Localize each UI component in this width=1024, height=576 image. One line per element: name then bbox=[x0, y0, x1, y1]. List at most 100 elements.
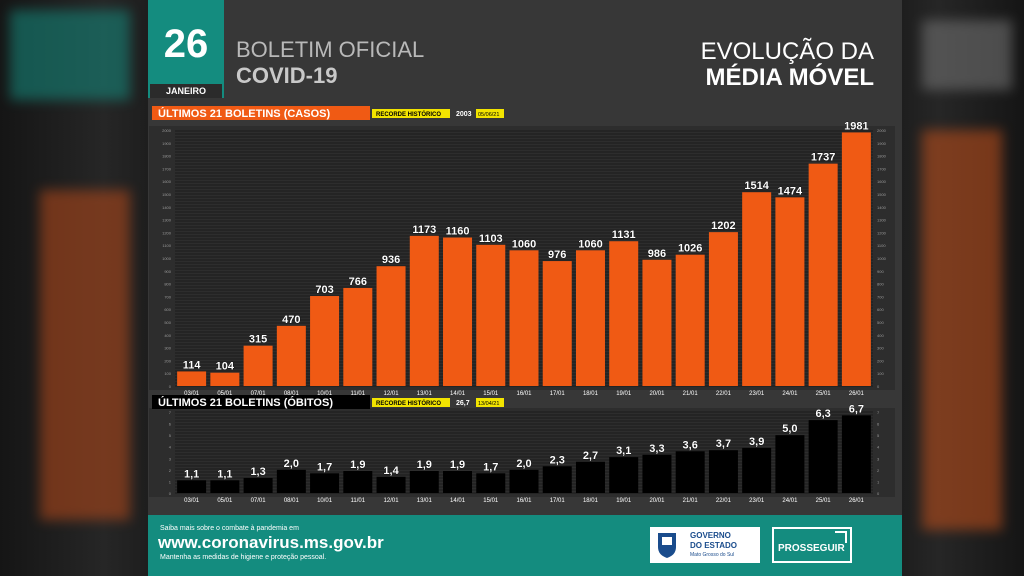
cases-y-tick-left: 1100 bbox=[162, 243, 171, 248]
deaths-data-label: 3,3 bbox=[649, 443, 664, 455]
deaths-data-label: 1,7 bbox=[483, 461, 498, 473]
deaths-data-label: 2,7 bbox=[583, 450, 598, 462]
cases-y-tick-left: 1800 bbox=[162, 154, 172, 159]
cases-y-tick-right: 1900 bbox=[877, 141, 887, 146]
deaths-title-box bbox=[152, 395, 370, 409]
deaths-y-tick-right: 1 bbox=[877, 479, 880, 484]
deaths-x-tick: 13/01 bbox=[417, 498, 433, 504]
deaths-x-tick: 11/01 bbox=[351, 498, 366, 504]
cases-bar bbox=[376, 266, 406, 386]
cases-bar bbox=[476, 244, 506, 386]
deaths-y-tick-left: 5 bbox=[169, 433, 172, 438]
bulletin-subtitle: COVID-19 bbox=[236, 63, 338, 88]
gov-line3: Mato Grosso do Sul bbox=[690, 552, 735, 558]
deaths-y-tick-left: 7 bbox=[169, 410, 172, 415]
cases-data-label: 1474 bbox=[778, 185, 803, 197]
prosseguir-label: PROSSEGUIR bbox=[778, 543, 845, 554]
cases-x-tick: 18/01 bbox=[583, 391, 599, 397]
cases-y-tick-right: 1300 bbox=[877, 218, 887, 223]
deaths-x-tick: 15/01 bbox=[483, 498, 499, 504]
cases-bar bbox=[575, 250, 605, 386]
deaths-y-tick-left: 6 bbox=[169, 422, 172, 427]
cases-data-label: 936 bbox=[382, 254, 400, 266]
deaths-bar bbox=[708, 450, 738, 493]
cases-x-tick: 25/01 bbox=[816, 391, 832, 397]
deaths-bar bbox=[542, 466, 572, 493]
deaths-data-label: 1,9 bbox=[450, 459, 465, 471]
deaths-data-label: 6,3 bbox=[815, 408, 830, 420]
cases-data-label: 470 bbox=[282, 314, 300, 326]
cases-y-tick-left: 1300 bbox=[162, 218, 172, 223]
deaths-x-tick: 21/01 bbox=[683, 498, 699, 504]
deaths-x-tick: 17/01 bbox=[550, 498, 566, 504]
cases-y-tick-right: 100 bbox=[877, 371, 884, 376]
deaths-bar bbox=[476, 473, 506, 493]
cases-chart-title: ÚLTIMOS 21 BOLETINS (CASOS) bbox=[158, 107, 330, 120]
deaths-y-tick-right: 0 bbox=[877, 491, 880, 496]
cases-x-tick: 03/01 bbox=[184, 391, 200, 397]
deaths-bar bbox=[243, 477, 273, 493]
deaths-data-label: 3,7 bbox=[716, 438, 731, 450]
deaths-bar bbox=[376, 476, 406, 493]
deaths-bar bbox=[841, 415, 871, 493]
blurred-headline bbox=[922, 20, 1012, 90]
cases-x-tick: 12/01 bbox=[384, 391, 400, 397]
deaths-bar bbox=[742, 447, 772, 493]
cases-data-label: 1103 bbox=[479, 233, 503, 245]
cases-data-label: 1737 bbox=[811, 152, 835, 164]
deaths-x-tick: 26/01 bbox=[849, 498, 865, 504]
deaths-data-label: 1,9 bbox=[350, 459, 365, 471]
cases-title-box bbox=[152, 106, 370, 120]
cases-bar bbox=[177, 371, 207, 386]
footer-url-link[interactable]: www.coronavirus.ms.gov.br bbox=[158, 533, 384, 552]
cases-x-tick: 22/01 bbox=[716, 391, 732, 397]
cases-x-tick: 16/01 bbox=[516, 391, 532, 397]
deaths-y-tick-left: 0 bbox=[169, 491, 172, 496]
cases-data-label: 703 bbox=[315, 284, 333, 296]
date-badge: 26 JANEIRO bbox=[148, 0, 224, 98]
deaths-chart-title: ÚLTIMOS 21 BOLETINS (ÓBITOS) bbox=[158, 396, 333, 409]
deaths-data-label: 5,0 bbox=[782, 423, 797, 435]
cases-bar bbox=[775, 197, 805, 386]
cases-y-tick-right: 1500 bbox=[877, 192, 887, 197]
deaths-x-tick: 07/01 bbox=[251, 498, 267, 504]
cases-x-tick: 19/01 bbox=[616, 391, 632, 397]
cases-data-label: 1202 bbox=[711, 220, 735, 232]
deaths-y-tick-right: 3 bbox=[877, 456, 880, 461]
deaths-bar bbox=[775, 435, 805, 493]
government-logo: GOVERNO DO ESTADO Mato Grosso do Sul bbox=[650, 527, 760, 563]
cases-data-label: 766 bbox=[349, 276, 367, 288]
cases-y-tick-right: 400 bbox=[877, 333, 884, 338]
deaths-data-label: 1,7 bbox=[317, 461, 332, 473]
deaths-data-label: 6,7 bbox=[849, 403, 864, 415]
deaths-x-tick: 23/01 bbox=[749, 498, 765, 504]
cases-y-tick-right: 500 bbox=[877, 320, 884, 325]
deaths-bar bbox=[675, 451, 705, 493]
deaths-y-tick-right: 4 bbox=[877, 445, 880, 450]
cases-y-tick-right: 900 bbox=[877, 269, 884, 274]
cases-y-tick-left: 2000 bbox=[162, 128, 172, 133]
cases-bar bbox=[509, 250, 539, 386]
deaths-bar bbox=[509, 469, 539, 493]
cases-x-tick: 11/01 bbox=[351, 391, 366, 397]
cases-data-label: 1981 bbox=[844, 120, 868, 132]
cases-data-label: 976 bbox=[548, 249, 566, 261]
deaths-x-tick: 10/01 bbox=[317, 498, 333, 504]
cases-x-tick: 26/01 bbox=[849, 391, 865, 397]
cases-bar bbox=[708, 232, 738, 386]
cases-y-tick-right: 1100 bbox=[877, 243, 886, 248]
deaths-x-tick: 25/01 bbox=[816, 498, 832, 504]
cases-bar bbox=[243, 345, 273, 386]
cases-bar bbox=[276, 325, 306, 386]
deaths-bar bbox=[808, 420, 838, 493]
cases-x-tick: 07/01 bbox=[251, 391, 267, 397]
deaths-y-tick-right: 5 bbox=[877, 433, 880, 438]
cases-bar bbox=[808, 163, 838, 386]
cases-y-tick-left: 1900 bbox=[162, 141, 172, 146]
cases-x-tick: 23/01 bbox=[749, 391, 765, 397]
deaths-y-tick-left: 3 bbox=[169, 456, 172, 461]
bulletin-title: BOLETIM OFICIAL bbox=[236, 37, 425, 62]
left-blurred-border bbox=[0, 0, 148, 576]
deaths-bar bbox=[409, 471, 439, 493]
